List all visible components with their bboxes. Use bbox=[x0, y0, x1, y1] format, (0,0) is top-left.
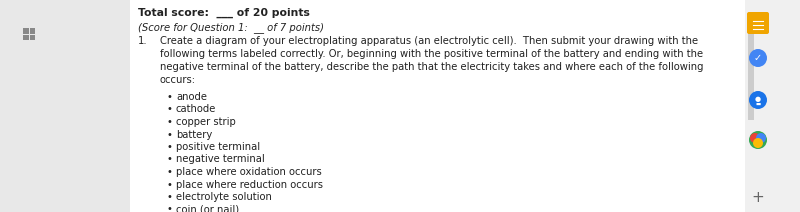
Bar bbox=[30, 35, 35, 40]
Text: •: • bbox=[166, 105, 172, 114]
Circle shape bbox=[749, 131, 767, 149]
Circle shape bbox=[753, 138, 763, 148]
Text: •: • bbox=[166, 155, 172, 165]
Text: negative terminal of the battery, describe the path that the electricity takes a: negative terminal of the battery, descri… bbox=[160, 62, 703, 72]
Circle shape bbox=[756, 133, 766, 143]
Text: •: • bbox=[166, 92, 172, 102]
Text: •: • bbox=[166, 192, 172, 202]
FancyBboxPatch shape bbox=[747, 12, 769, 34]
Bar bbox=[748, 30, 754, 120]
Circle shape bbox=[749, 49, 767, 67]
Bar bbox=[23, 28, 29, 33]
Text: negative terminal: negative terminal bbox=[176, 155, 265, 165]
Text: electrolyte solution: electrolyte solution bbox=[176, 192, 272, 202]
Text: +: + bbox=[752, 191, 764, 205]
Text: battery: battery bbox=[176, 130, 212, 139]
Text: ▬: ▬ bbox=[755, 102, 761, 106]
Text: occurs:: occurs: bbox=[160, 75, 196, 85]
Text: •: • bbox=[166, 205, 172, 212]
Text: 1.: 1. bbox=[138, 36, 148, 46]
Circle shape bbox=[749, 91, 767, 109]
Text: copper strip: copper strip bbox=[176, 117, 236, 127]
Text: •: • bbox=[166, 130, 172, 139]
Text: place where reduction occurs: place where reduction occurs bbox=[176, 180, 323, 190]
Text: positive terminal: positive terminal bbox=[176, 142, 260, 152]
Text: coin (or nail): coin (or nail) bbox=[176, 205, 239, 212]
Bar bbox=[30, 28, 35, 33]
Bar bbox=[0, 0, 130, 212]
Text: •: • bbox=[166, 142, 172, 152]
Text: ●: ● bbox=[755, 96, 761, 102]
Text: (Score for Question 1:  __ of 7 points): (Score for Question 1: __ of 7 points) bbox=[138, 22, 324, 33]
Text: anode: anode bbox=[176, 92, 207, 102]
Text: following terms labeled correctly. Or, beginning with the positive terminal of t: following terms labeled correctly. Or, b… bbox=[160, 49, 703, 59]
Bar bbox=[130, 0, 745, 212]
Text: •: • bbox=[166, 167, 172, 177]
Text: •: • bbox=[166, 180, 172, 190]
Text: ✓: ✓ bbox=[754, 53, 762, 63]
Text: Total score:  ___ of 20 points: Total score: ___ of 20 points bbox=[138, 8, 310, 18]
Bar bbox=[23, 35, 29, 40]
Text: place where oxidation occurs: place where oxidation occurs bbox=[176, 167, 322, 177]
Text: cathode: cathode bbox=[176, 105, 216, 114]
Text: •: • bbox=[166, 117, 172, 127]
Bar bbox=[745, 0, 800, 212]
Text: Create a diagram of your electroplating apparatus (an electrolytic cell).  Then : Create a diagram of your electroplating … bbox=[160, 36, 698, 46]
Circle shape bbox=[750, 133, 760, 143]
